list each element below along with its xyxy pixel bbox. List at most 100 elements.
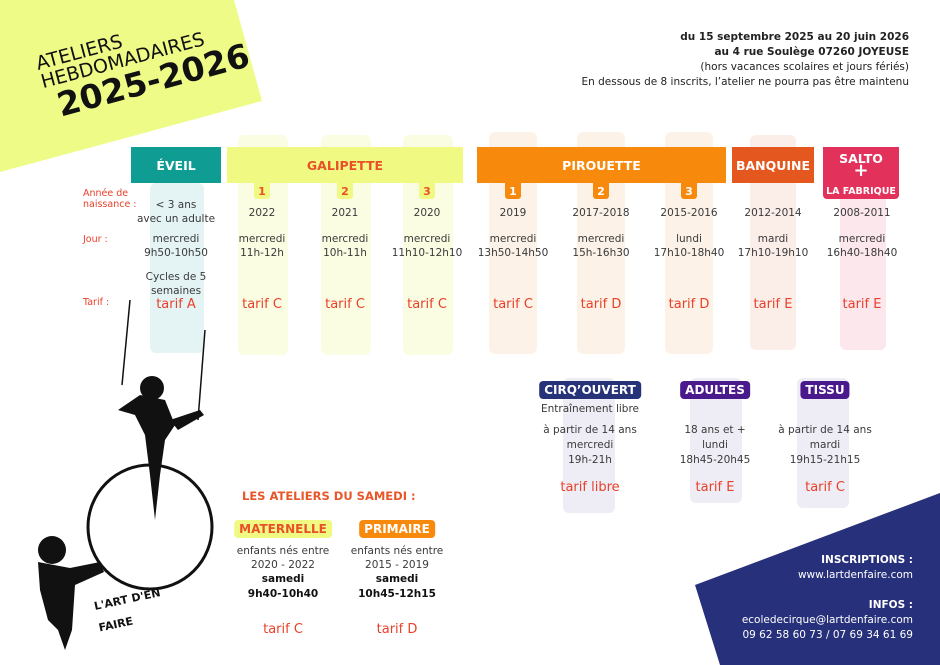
info-block: du 15 septembre 2025 au 20 juin 2026 au …: [582, 30, 910, 90]
header-galipette: GALIPETTE: [227, 147, 463, 183]
level-badge: 1: [505, 183, 521, 199]
evening-info: lundi: [702, 439, 728, 451]
level-badge: 2: [337, 183, 353, 199]
day: mercredi: [152, 233, 200, 245]
day: lundi: [676, 233, 702, 245]
inscriptions-label: INSCRIPTIONS :: [821, 554, 913, 566]
salto-label: SALTO: [839, 151, 883, 166]
evening-info: 19h15-21h15: [789, 454, 861, 466]
day: mercredi: [238, 233, 286, 245]
level-badge: 3: [681, 183, 697, 199]
born-label: enfants nés entre: [236, 545, 330, 557]
contact-block: INSCRIPTIONS : www.lartdenfaire.com INFO…: [742, 553, 913, 643]
minimum-note: En dessous de 8 inscrits, l’atelier ne p…: [581, 76, 910, 88]
evening-badge: CIRQ’OUVERT: [539, 381, 641, 399]
phone-numbers: 09 62 58 60 73 / 07 69 34 61 69: [742, 629, 913, 641]
birth-year: < 3 ans avec un adulte: [136, 199, 216, 225]
time: 9h40-10h40: [247, 588, 319, 600]
infos-label: INFOS :: [868, 599, 913, 611]
email-link[interactable]: ecoledecirque@lartdenfaire.com: [741, 614, 913, 626]
header-eveil: ÉVEIL: [131, 147, 221, 183]
tarif: tarif C: [407, 297, 447, 312]
title-background: [0, 0, 262, 172]
header-salto: SALTO +: [823, 147, 899, 183]
time: 17h10-19h10: [737, 247, 809, 259]
time: 9h50-10h50: [144, 247, 208, 259]
evening-info: mardi: [809, 439, 841, 451]
tarif: tarif E: [753, 297, 793, 312]
time: 16h40-18h40: [826, 247, 898, 259]
time: 17h10-18h40: [653, 247, 725, 259]
day: mercredi: [838, 233, 886, 245]
saturday-badge: MATERNELLE: [234, 520, 332, 538]
tarif: tarif D: [668, 297, 710, 312]
birth-year: 2021: [331, 207, 359, 219]
evening-badge: TISSU: [800, 381, 850, 399]
evening-info: 18h45-20h45: [679, 454, 751, 466]
day: samedi: [261, 573, 305, 585]
saturday-badge: PRIMAIRE: [359, 520, 435, 538]
address: au 4 rue Soulège 07260 JOYEUSE: [714, 46, 909, 58]
time: 11h-12h: [240, 247, 284, 259]
born-years: 2015 - 2019: [365, 559, 429, 571]
dates: du 15 septembre 2025 au 20 juin 2026: [680, 31, 909, 43]
time: 15h-16h30: [572, 247, 630, 259]
time: 10h-11h: [323, 247, 367, 259]
birth-year: 2019: [499, 207, 527, 219]
fabrique-badge: LA FABRIQUE: [823, 183, 899, 199]
tarif: tarif D: [376, 622, 418, 637]
tarif: tarif A: [156, 297, 196, 312]
day: mercredi: [577, 233, 625, 245]
level-badge: 2: [593, 183, 609, 199]
birth-year: 2020: [413, 207, 441, 219]
birth-year: 2008-2011: [833, 207, 891, 219]
birth-year: 2012-2014: [744, 207, 802, 219]
header-pirouette: PIROUETTE: [477, 147, 726, 183]
day: mercredi: [403, 233, 451, 245]
born-years: 2020 - 2022: [251, 559, 315, 571]
evening-info: 19h-21h: [568, 454, 612, 466]
time: 11h10-12h10: [391, 247, 463, 259]
tarif: tarif C: [263, 622, 303, 637]
birth-year: 2017-2018: [572, 207, 630, 219]
acrobat-silhouette-icon: [118, 376, 204, 520]
logo: L'ART D'EN FAIRE: [93, 586, 162, 634]
evening-info: Entraînement libre: [540, 403, 640, 415]
stripe: [150, 183, 204, 353]
time: 10h45-12h15: [358, 588, 436, 600]
evening-info: 18 ans et +: [684, 424, 746, 436]
born-label: enfants nés entre: [350, 545, 444, 557]
stripe: [840, 190, 886, 350]
label-birth: Année de naissance :: [83, 188, 137, 210]
day: mercredi: [489, 233, 537, 245]
cycle-note: Cycles de 5 semaines: [145, 271, 207, 297]
circus-illustration: L'ART D'EN FAIRE: [38, 300, 214, 650]
tarif: tarif C: [242, 297, 282, 312]
tarif: tarif C: [325, 297, 365, 312]
svg-text:FAIRE: FAIRE: [97, 614, 134, 634]
tarif: tarif E: [695, 480, 735, 495]
plus-sign: +: [853, 160, 869, 181]
stripe: [563, 378, 615, 513]
header-banquine: BANQUINE: [732, 147, 814, 183]
evening-info: mercredi: [566, 439, 614, 451]
level-badge: 3: [419, 183, 435, 199]
holiday-note: (hors vacances scolaires et jours fériés…: [700, 61, 909, 73]
evening-badge: ADULTES: [680, 381, 750, 399]
label-price: Tarif :: [83, 297, 110, 308]
day: mardi: [757, 233, 789, 245]
tarif: tarif E: [842, 297, 882, 312]
website-link[interactable]: www.lartdenfaire.com: [797, 569, 913, 581]
evening-info: à partir de 14 ans: [778, 424, 872, 436]
svg-text:L'ART D'EN: L'ART D'EN: [93, 586, 162, 613]
tarif: tarif D: [580, 297, 622, 312]
day: mercredi: [321, 233, 369, 245]
tarif: tarif C: [805, 480, 845, 495]
stripe: [797, 378, 849, 508]
level-badge: 1: [254, 183, 270, 199]
birth-year: 2015-2016: [660, 207, 718, 219]
time: 13h50-14h50: [477, 247, 549, 259]
tarif: tarif libre: [560, 480, 620, 495]
